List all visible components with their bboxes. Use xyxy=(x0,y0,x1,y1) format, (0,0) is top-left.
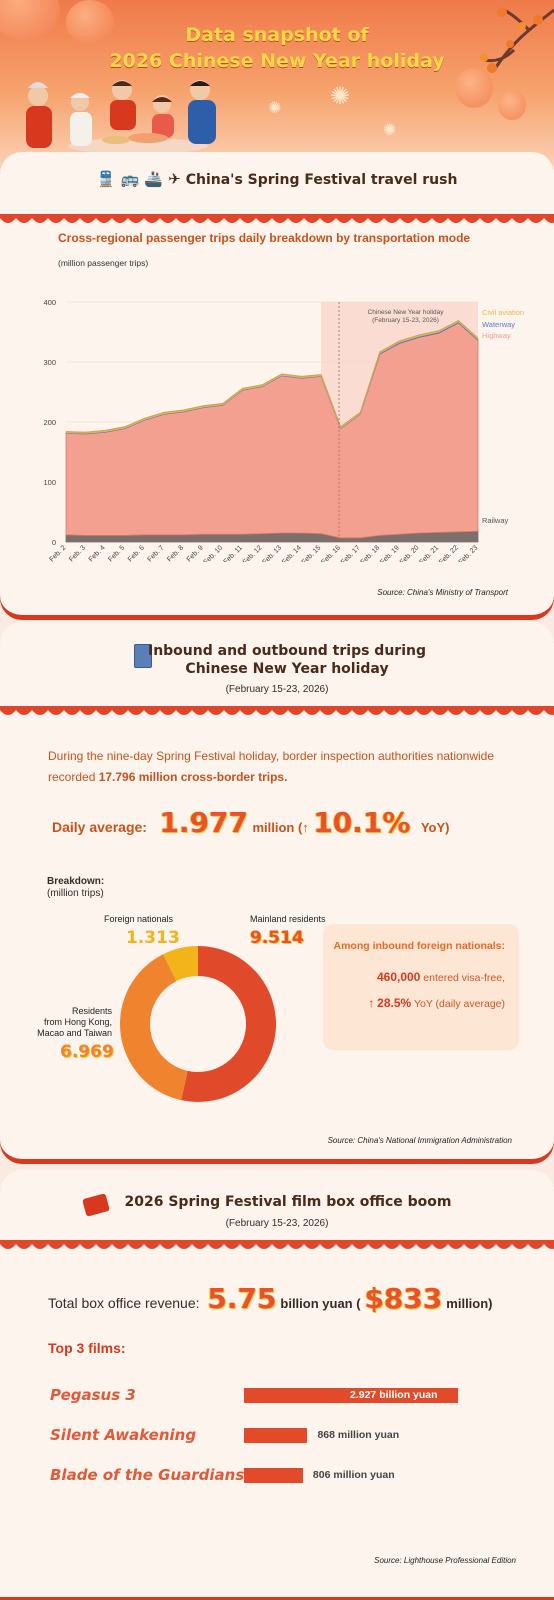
film-value-label: 2.927 billion yuan xyxy=(350,1389,438,1401)
scallop-divider xyxy=(0,706,554,720)
series-label: Civil aviation xyxy=(482,308,524,317)
lantern-decoration xyxy=(498,90,526,120)
x-tick-label: Feb. 11 xyxy=(223,544,244,562)
x-tick-label: Feb. 18 xyxy=(360,544,382,562)
x-tick-label: Feb. 16 xyxy=(320,544,342,562)
mainland-value: 9.514 xyxy=(250,928,304,948)
family-illustration xyxy=(26,80,216,154)
section-title: 🚆 🚌 🚢 ✈ China's Spring Festival travel r… xyxy=(96,170,458,188)
cross-border-card: Inbound and outbound trips during Chinese… xyxy=(0,622,554,1162)
x-tick-label: Feb. 19 xyxy=(379,544,401,562)
mainland-label: Mainland residents xyxy=(250,914,326,924)
film-card: 2026 Spring Festival film box office boo… xyxy=(0,1170,554,1600)
x-tick-label: Feb. 23 xyxy=(458,544,480,562)
firework-icon: ✺ xyxy=(330,83,351,110)
x-tick-label: Feb. 17 xyxy=(340,544,362,562)
film-bar xyxy=(244,1388,458,1403)
x-tick-label: Feb. 3 xyxy=(68,544,87,562)
section-subtitle: (February 15-23, 2026) xyxy=(225,1218,329,1229)
film-value-label: 868 million yuan xyxy=(317,1429,400,1441)
travel-rush-card: 🚆 🚌 🚢 ✈ China's Spring Festival travel r… xyxy=(0,152,554,618)
x-tick-label: Feb. 15 xyxy=(301,544,323,562)
y-tick-label: 100 xyxy=(43,478,56,487)
foreign-nationals-box: Among inbound foreign nationals: 460,000… xyxy=(323,924,519,1050)
total-outline xyxy=(65,319,479,433)
hmt-label: Residents from Hong Kong, Macao and Taiwan xyxy=(37,1006,112,1038)
x-tick-label: Feb. 12 xyxy=(242,544,264,562)
source-text: Source: China's National Immigration Adm… xyxy=(327,1136,512,1145)
passport-icon xyxy=(134,644,152,668)
firework-icon: ✺ xyxy=(268,100,282,117)
scallop-divider xyxy=(0,214,554,228)
y-tick-label: 300 xyxy=(43,358,56,367)
top-films-heading: Top 3 films: xyxy=(48,1340,126,1356)
x-tick-label: Feb. 20 xyxy=(399,544,421,562)
film-bar xyxy=(244,1428,308,1443)
x-tick-label: Feb. 4 xyxy=(88,544,107,562)
series-label: Railway xyxy=(482,516,509,525)
x-tick-label: Feb. 22 xyxy=(438,544,460,562)
holiday-note: (February 15-23, 2026) xyxy=(372,317,439,324)
x-tick-label: Feb. 8 xyxy=(166,544,185,562)
film-title: Pegasus 3 xyxy=(50,1386,136,1404)
series-label: Waterway xyxy=(482,320,515,329)
donut-slice xyxy=(181,946,276,1102)
lantern-decoration xyxy=(455,68,493,108)
chart-title: Cross-regional passenger trips daily bre… xyxy=(58,231,471,245)
hmt-value: 6.969 xyxy=(60,1042,114,1062)
firework-icon: ✺ xyxy=(383,122,397,139)
holiday-note: Chinese New Year holiday xyxy=(368,309,445,316)
foreign-value: 1.313 xyxy=(126,928,180,948)
x-tick-label: Feb. 10 xyxy=(203,544,225,562)
y-tick-label: 400 xyxy=(43,298,56,307)
x-tick-label: Feb. 14 xyxy=(281,544,303,562)
section-title: 2026 Spring Festival film box office boo… xyxy=(124,1194,452,1210)
series-area-highway xyxy=(65,322,479,539)
film-bar xyxy=(244,1468,303,1483)
x-tick-label: Feb. 13 xyxy=(261,544,283,562)
source-text: Source: Lighthouse Professional Edition xyxy=(374,1556,516,1565)
x-tick-label: Feb. 5 xyxy=(107,544,126,562)
cross-border-donut-chart xyxy=(119,946,276,1102)
foreign-label: Foreign nationals xyxy=(104,914,174,924)
y-tick-label: 0 xyxy=(52,538,56,547)
transport-icons: 🚆 🚌 🚢 ✈ xyxy=(96,170,181,188)
film-value-label: 806 million yuan xyxy=(312,1469,395,1481)
section-title: Inbound and outbound trips during Chinese… xyxy=(147,643,426,677)
breakdown-heading: Breakdown: (million trips) xyxy=(47,876,105,899)
film-title: Blade of the Guardians xyxy=(50,1466,245,1484)
x-tick-label: Feb. 2 xyxy=(48,544,67,562)
x-tick-label: Feb. 9 xyxy=(186,544,205,562)
chart-unit: (million passenger trips) xyxy=(58,258,149,268)
plum-branch-decoration xyxy=(480,7,554,73)
header-banner: ✺ ✺ ✺ Data snapshot of 2026 Chinese New Y… xyxy=(0,0,554,170)
donut-slice xyxy=(163,946,198,982)
film-title: Silent Awakening xyxy=(50,1426,197,1444)
summary-paragraph: During the nine-day Spring Festival holi… xyxy=(48,749,495,784)
x-tick-label: Feb. 21 xyxy=(418,544,440,562)
x-tick-label: Feb. 7 xyxy=(147,544,166,562)
donut-slice xyxy=(119,954,188,1101)
lantern-decoration xyxy=(66,0,114,44)
scallop-divider xyxy=(0,1240,554,1254)
series-label: Highway xyxy=(482,331,511,340)
total-revenue: Total box office revenue: 5.75 billion y… xyxy=(48,1282,493,1315)
daily-average: Daily average: 1.977 million (↑ 10.1% Yo… xyxy=(52,806,450,839)
travel-area-chart: 0 100 200 300 400 Chinese New Year holiday(Fe… xyxy=(43,298,524,562)
section-subtitle: (February 15-23, 2026) xyxy=(225,684,329,695)
y-tick-label: 200 xyxy=(43,418,56,427)
page-title: Data snapshot of 2026 Chinese New Year ho… xyxy=(109,24,445,72)
x-tick-label: Feb. 6 xyxy=(127,544,146,562)
source-text: Source: China's Ministry of Transport xyxy=(377,588,508,597)
